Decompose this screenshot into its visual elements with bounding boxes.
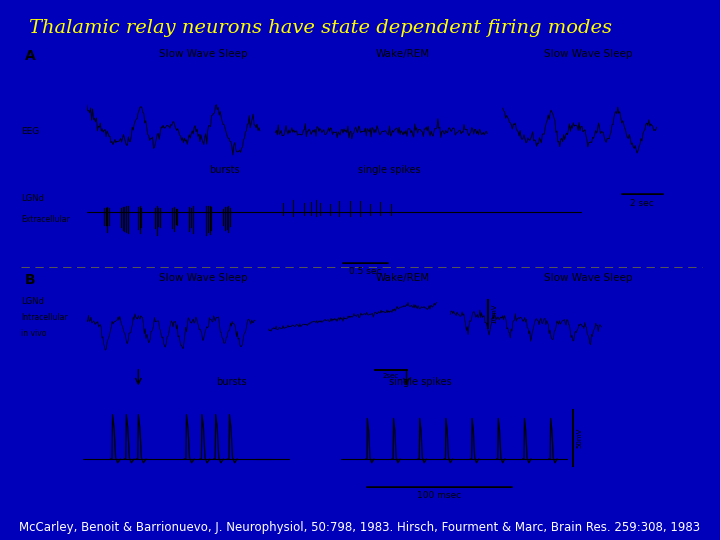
Text: single spikes: single spikes [358, 165, 420, 176]
Text: 10mV: 10mV [491, 303, 497, 324]
Text: Wake/REM: Wake/REM [376, 273, 430, 283]
Text: LGNd: LGNd [22, 298, 45, 307]
Text: Slow Wave Sleep: Slow Wave Sleep [544, 273, 633, 283]
Text: single spikes: single spikes [390, 377, 452, 387]
Text: Slow Wave Sleep: Slow Wave Sleep [544, 49, 633, 59]
Text: Thalamic relay neurons have state dependent firing modes: Thalamic relay neurons have state depend… [29, 19, 612, 37]
Text: 2sec: 2sec [383, 373, 399, 379]
Text: Slow Wave Sleep: Slow Wave Sleep [159, 273, 248, 283]
Text: bursts: bursts [217, 377, 247, 387]
Text: Intracellular: Intracellular [22, 313, 68, 322]
Text: 0.5 sec: 0.5 sec [349, 267, 382, 276]
Text: Wake/REM: Wake/REM [376, 49, 430, 59]
Text: EEG: EEG [22, 127, 40, 136]
Text: A: A [25, 49, 35, 63]
Text: bursts: bursts [209, 165, 240, 176]
Text: McCarley, Benoit & Barrionuevo, J. Neurophysiol, 50:798, 1983. Hirsch, Fourment : McCarley, Benoit & Barrionuevo, J. Neuro… [19, 521, 701, 534]
Text: Slow Wave Sleep: Slow Wave Sleep [159, 49, 248, 59]
Text: LGNd: LGNd [22, 194, 45, 202]
Text: 100 msec: 100 msec [417, 490, 461, 500]
Text: in vivo: in vivo [22, 328, 47, 338]
Text: B: B [25, 273, 35, 287]
Text: 2 sec: 2 sec [630, 199, 654, 208]
Text: 50mV: 50mV [576, 428, 582, 448]
Text: Extracellular: Extracellular [22, 215, 70, 224]
